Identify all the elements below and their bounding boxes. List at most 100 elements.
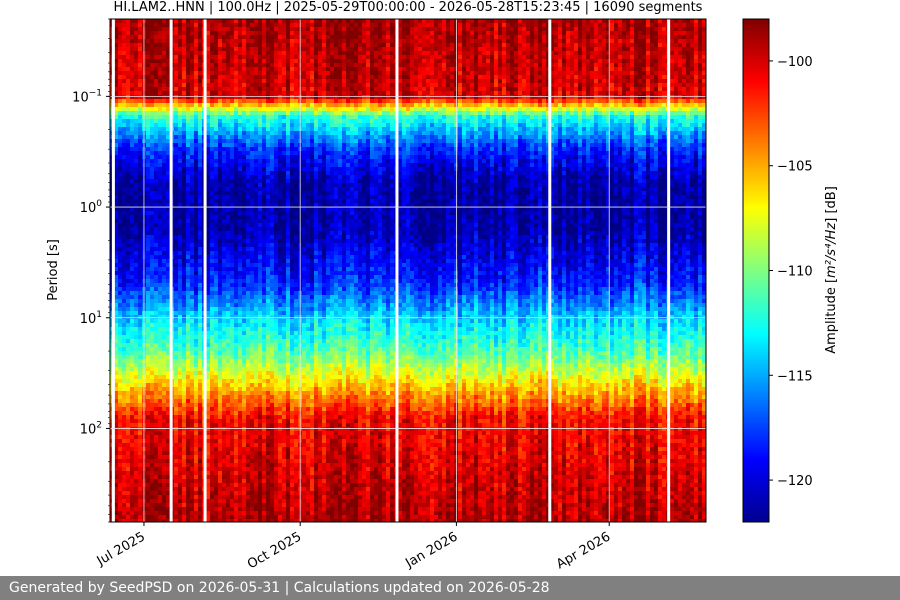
- heatmap-cell: [114, 319, 119, 324]
- heatmap-cell: [150, 295, 155, 300]
- heatmap-cell: [134, 247, 139, 252]
- heatmap-cell: [190, 207, 195, 212]
- heatmap-cell: [234, 263, 239, 268]
- heatmap-cell: [186, 219, 191, 224]
- heatmap-cell: [118, 231, 123, 236]
- heatmap-cell: [114, 103, 119, 108]
- heatmap-cell: [182, 291, 187, 296]
- heatmap-cell: [114, 127, 119, 132]
- heatmap-cell: [210, 487, 215, 492]
- heatmap-cell: [162, 403, 167, 408]
- heatmap-cell: [122, 383, 127, 388]
- heatmap-cell: [130, 251, 135, 256]
- heatmap-cell: [254, 439, 259, 444]
- heatmap-cell: [226, 135, 231, 140]
- heatmap-cell: [122, 163, 127, 168]
- heatmap-cell: [222, 139, 227, 144]
- heatmap-cell: [150, 131, 155, 136]
- heatmap-cell: [146, 455, 151, 460]
- heatmap-cell: [126, 87, 131, 92]
- heatmap-cell: [166, 211, 171, 216]
- heatmap-cell: [254, 211, 259, 216]
- heatmap-cell: [222, 331, 227, 336]
- heatmap-cell: [218, 203, 223, 208]
- heatmap-cell: [162, 23, 167, 28]
- heatmap-cell: [122, 267, 127, 272]
- heatmap-cell: [206, 331, 211, 336]
- heatmap-cell: [154, 91, 159, 96]
- heatmap-cell: [130, 219, 135, 224]
- heatmap-cell: [138, 443, 143, 448]
- heatmap-cell: [246, 263, 251, 268]
- heatmap-cell: [174, 155, 179, 160]
- heatmap-cell: [226, 131, 231, 136]
- heatmap-cell: [138, 211, 143, 216]
- heatmap-cell: [258, 499, 263, 504]
- heatmap-cell: [254, 195, 259, 200]
- heatmap-cell: [174, 31, 179, 36]
- heatmap-cell: [206, 423, 211, 428]
- heatmap-cell: [190, 411, 195, 416]
- heatmap-cell: [194, 63, 199, 68]
- heatmap-cell: [174, 75, 179, 80]
- heatmap-cell: [134, 455, 139, 460]
- heatmap-cell: [190, 355, 195, 360]
- heatmap-cell: [250, 247, 255, 252]
- heatmap-cell: [134, 483, 139, 488]
- heatmap-cell: [130, 127, 135, 132]
- heatmap-cell: [162, 507, 167, 512]
- heatmap-cell: [194, 391, 199, 396]
- heatmap-cell: [146, 403, 151, 408]
- heatmap-cell: [254, 491, 259, 496]
- heatmap-cell: [134, 207, 139, 212]
- heatmap-cell: [114, 371, 119, 376]
- heatmap-cell: [158, 295, 163, 300]
- heatmap-cell: [190, 223, 195, 228]
- heatmap-cell: [154, 307, 159, 312]
- heatmap-cell: [214, 319, 219, 324]
- heatmap-cell: [114, 519, 119, 522]
- heatmap-cell: [162, 279, 167, 284]
- heatmap-cell: [150, 499, 155, 504]
- heatmap-cell: [166, 323, 171, 328]
- heatmap-cell: [222, 75, 227, 80]
- heatmap-cell: [218, 99, 223, 104]
- heatmap-cell: [230, 491, 235, 496]
- heatmap-cell: [262, 203, 267, 208]
- heatmap-cell: [258, 119, 263, 124]
- heatmap-cell: [158, 51, 163, 56]
- heatmap-cell: [210, 403, 215, 408]
- heatmap-cell: [134, 199, 139, 204]
- heatmap-cell: [222, 439, 227, 444]
- heatmap-cell: [214, 367, 219, 372]
- heatmap-cell: [182, 143, 187, 148]
- heatmap-cell: [146, 259, 151, 264]
- heatmap-cell: [238, 67, 243, 72]
- heatmap-cell: [150, 23, 155, 28]
- heatmap-cell: [114, 147, 119, 152]
- heatmap-cell: [242, 423, 247, 428]
- heatmap-cell: [194, 307, 199, 312]
- heatmap-cell: [138, 55, 143, 60]
- heatmap-cell: [222, 215, 227, 220]
- heatmap-cell: [130, 463, 135, 468]
- heatmap-cell: [254, 135, 259, 140]
- heatmap-cell: [226, 407, 231, 412]
- heatmap-cell: [230, 459, 235, 464]
- heatmap-cell: [254, 79, 259, 84]
- heatmap-cell: [190, 175, 195, 180]
- heatmap-cell: [122, 515, 127, 520]
- heatmap-cell: [214, 191, 219, 196]
- heatmap-cell: [250, 51, 255, 56]
- heatmap-cell: [166, 255, 171, 260]
- heatmap-cell: [134, 323, 139, 328]
- heatmap-cell: [262, 127, 267, 132]
- heatmap-cell: [214, 135, 219, 140]
- heatmap-cell: [154, 167, 159, 172]
- heatmap-cell: [198, 75, 203, 80]
- heatmap-cell: [178, 183, 183, 188]
- heatmap-cell: [218, 435, 223, 440]
- heatmap-cell: [186, 479, 191, 484]
- heatmap-cell: [238, 55, 243, 60]
- heatmap-cell: [134, 395, 139, 400]
